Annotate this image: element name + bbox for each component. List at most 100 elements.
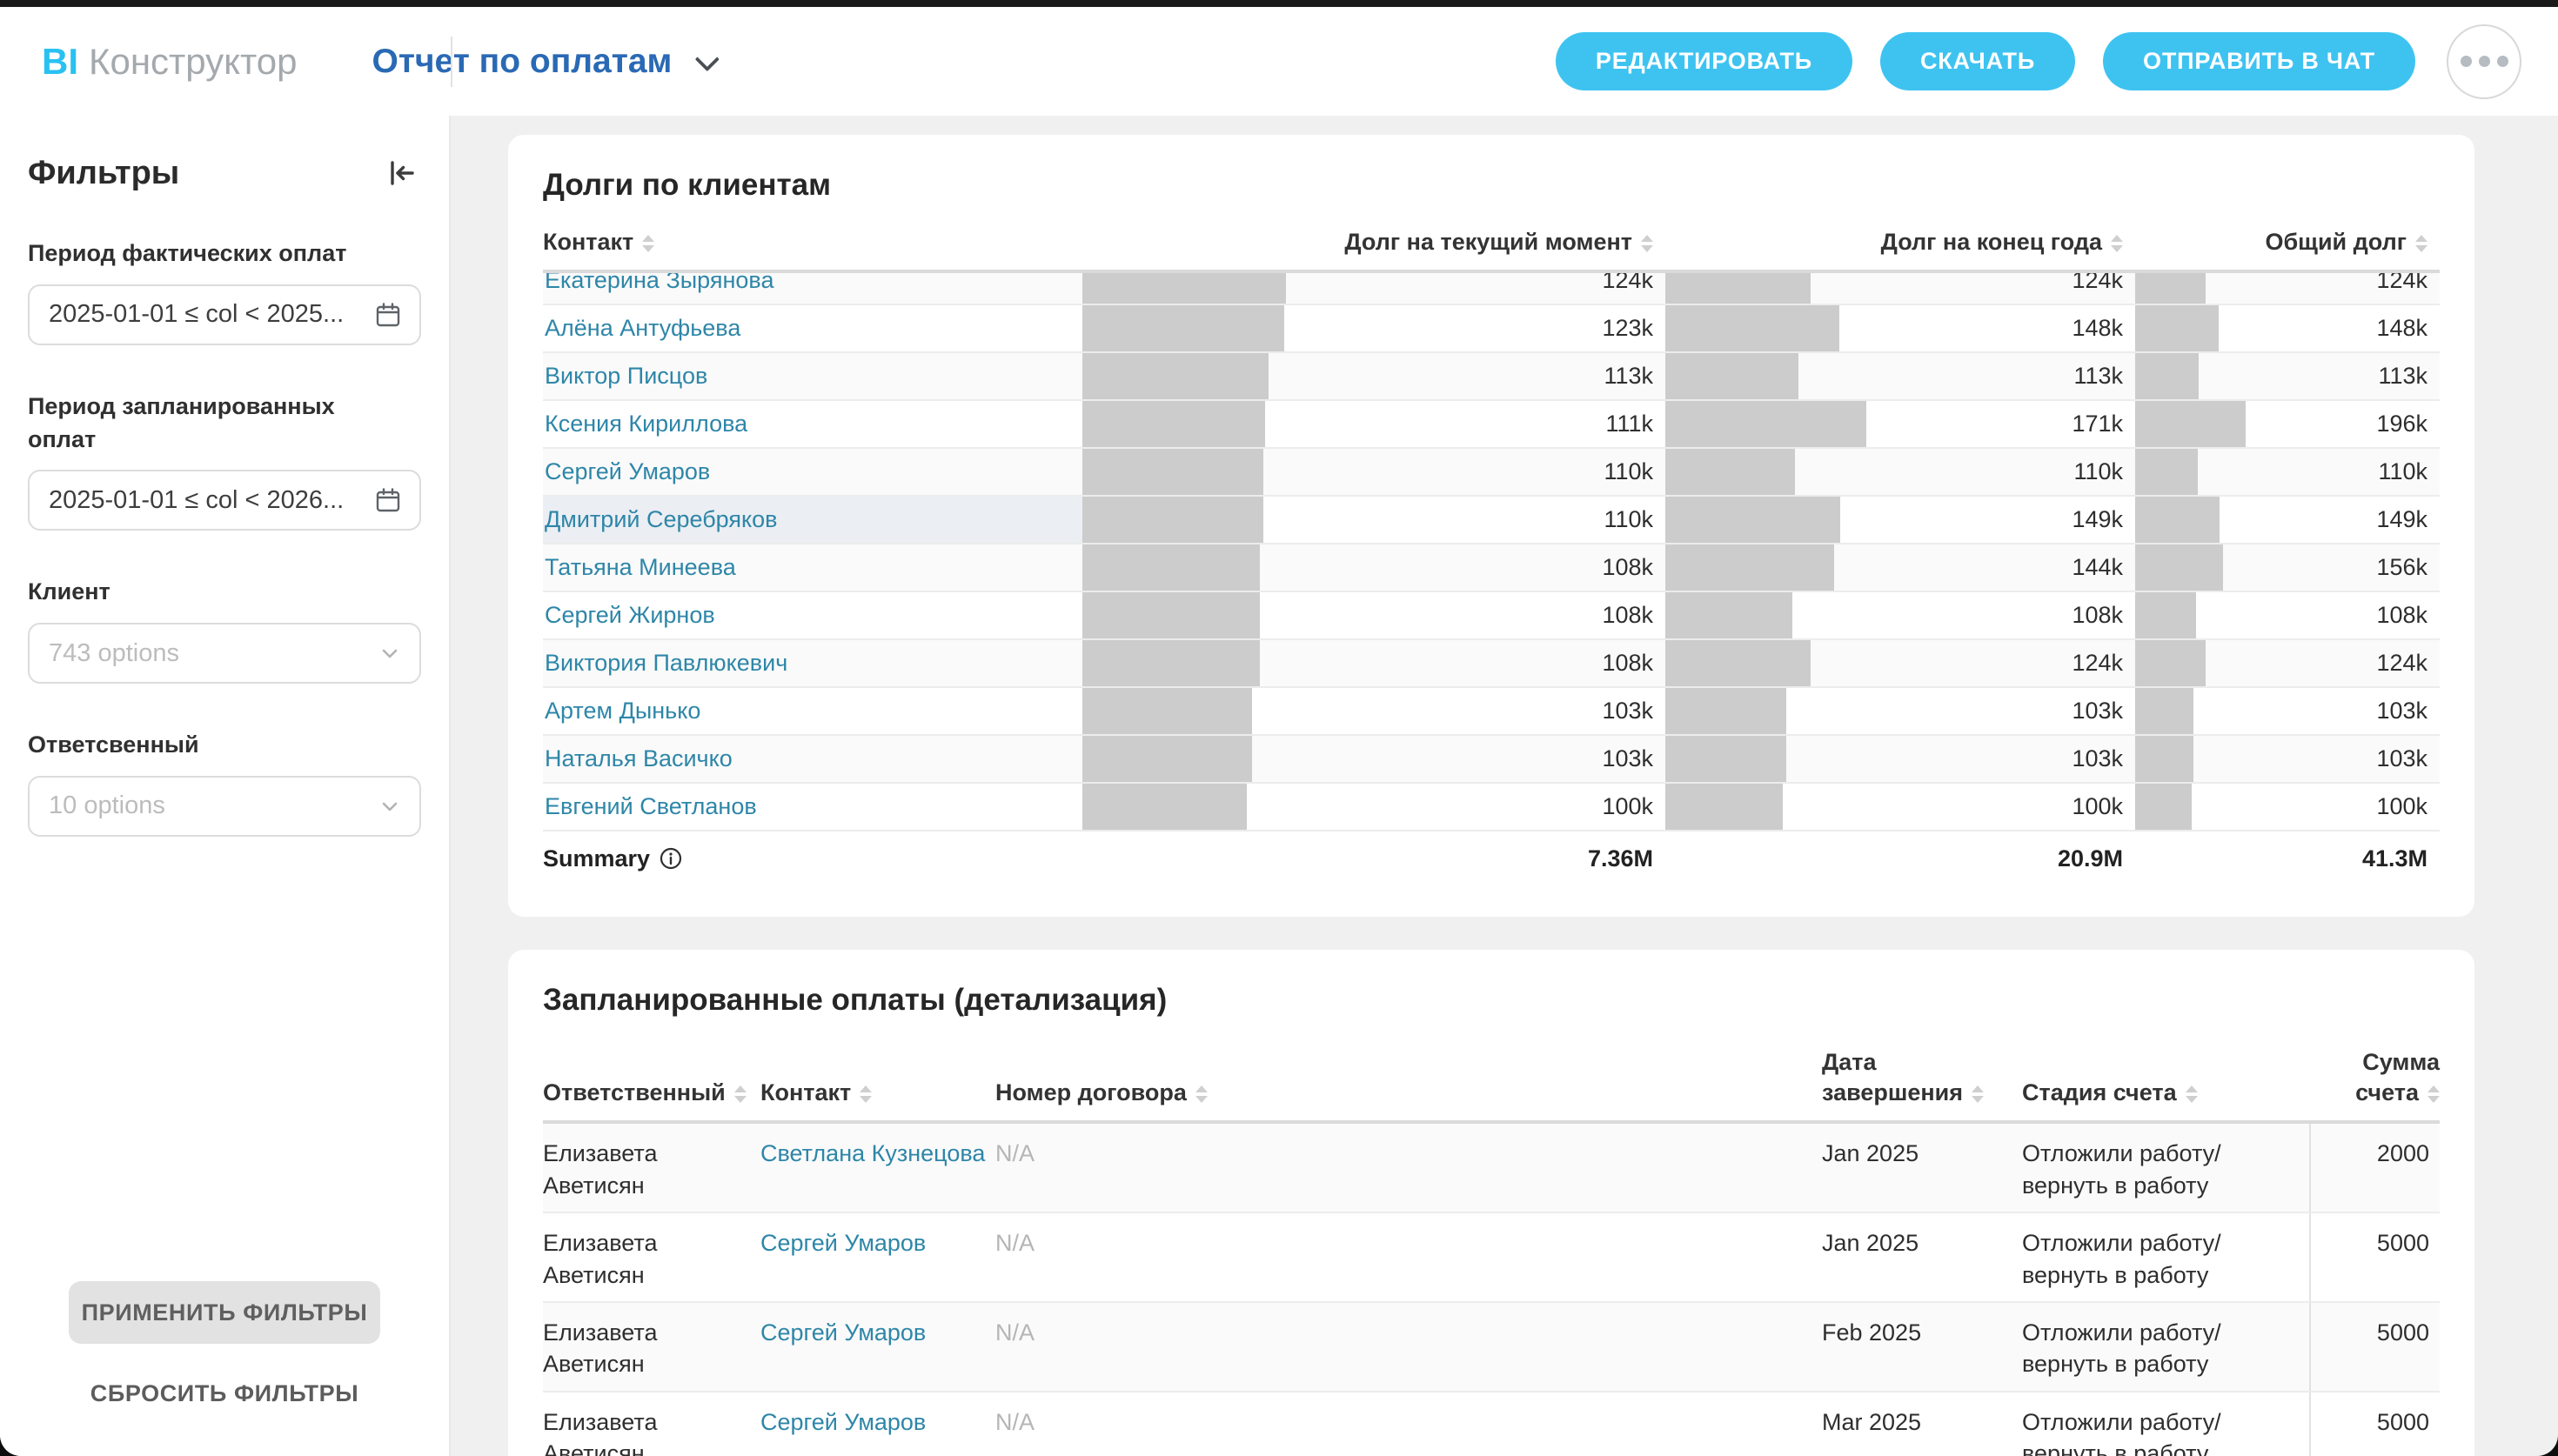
debt-bar [1082,273,1286,304]
responsible-select[interactable]: 10 options [28,775,421,837]
contact-link[interactable]: Сергей Умаров [760,1230,927,1257]
more-options-button[interactable] [2447,23,2521,99]
column-header-contract[interactable]: Номер договора [995,1078,1822,1108]
reset-filters-button[interactable]: СБРОСИТЬ ФИЛЬТРЫ [28,1380,421,1407]
client-link[interactable]: Виктор Писцов [545,363,708,389]
contact-link[interactable]: Светлана Кузнецова [760,1140,986,1167]
column-header-current-debt[interactable]: Долг на текущий момент [1082,229,1665,256]
total-debt-cell: 156k [2135,544,2440,591]
table-row[interactable]: Елизавета Аветисян Сергей Умаров N/A Feb… [543,1302,2440,1393]
planned-table-header: Ответственный Контакт Номер договора Дат… [543,1047,2440,1125]
debt-bar [2135,544,2223,591]
client-link[interactable]: Екатерина Зырянова [545,273,774,293]
total-debt-cell: 113k [2135,353,2440,399]
client-link[interactable]: Артем Дынько [545,698,701,724]
client-select[interactable]: 743 options [28,623,421,685]
column-header-end-date[interactable]: Дата завершения [1822,1047,2022,1108]
plan-period-field[interactable] [28,470,421,531]
current-debt-cell: 100k [1082,784,1665,830]
collapse-sidebar-button[interactable] [383,154,421,192]
contact-cell: Сергей Умаров [760,1303,995,1391]
contact-link[interactable]: Сергей Умаров [760,1408,927,1435]
client-link[interactable]: Ксения Кириллова [545,411,748,437]
column-header-contact[interactable]: Контакт [543,229,1082,256]
client-link[interactable]: Дмитрий Серебряков [545,506,778,532]
table-row[interactable]: Татьяна Минеева 108k 144k 156k [543,544,2440,592]
yearend-debt-cell: 171k [1665,401,2135,447]
yearend-debt-cell: 148k [1665,305,2135,351]
edit-button[interactable]: РЕДАКТИРОВАТЬ [1555,32,1852,90]
column-header-responsible[interactable]: Ответственный [543,1078,760,1108]
contact-link[interactable]: Сергей Умаров [760,1319,927,1346]
yearend-debt-cell: 124k [1665,640,2135,686]
info-icon[interactable] [659,846,683,871]
current-debt-cell: 103k [1082,736,1665,782]
table-row[interactable]: Алёна Антуфьева 123k 148k 148k [543,305,2440,353]
debt-bar [1665,305,1839,351]
invoice-stage-cell: Отложили работу/вернуть в работу [2022,1319,2221,1378]
client-link[interactable]: Алёна Антуфьева [545,315,741,341]
send-to-chat-button[interactable]: ОТПРАВИТЬ В ЧАТ [2103,32,2415,90]
table-row[interactable]: Елизавета Аветисян Сергей Умаров N/A Mar… [543,1392,2440,1456]
apply-filters-button[interactable]: ПРИМЕНИТЬ ФИЛЬТРЫ [69,1281,380,1344]
responsible-cell: Елизавета Аветисян [543,1230,658,1288]
client-link[interactable]: Сергей Умаров [545,458,711,484]
table-row[interactable]: Евгений Светланов 100k 100k 100k [543,784,2440,832]
table-row[interactable]: Сергей Жирнов 108k 108k 108k [543,592,2440,640]
sort-icon [2111,234,2123,252]
column-header-invoice-amount[interactable]: Сумма счета [2355,1049,2440,1106]
table-row[interactable]: Ксения Кириллова 111k 171k 196k [543,401,2440,449]
table-row[interactable]: Елизавета Аветисян Сергей Умаров N/A Jan… [543,1213,2440,1303]
debt-bar [1082,736,1252,782]
calendar-icon [376,488,400,512]
table-row[interactable]: Сергей Умаров 110k 110k 110k [543,449,2440,497]
report-canvas: Долги по клиентам Контакт Долг на текущи… [451,116,2558,1456]
plan-period-input[interactable] [49,485,360,515]
debt-bar [2135,449,2198,495]
client-link[interactable]: Евгений Светланов [545,793,757,819]
invoice-stage-cell: Отложили работу/вернуть в работу [2022,1230,2221,1288]
table-row[interactable]: Артем Дынько 103k 103k 103k [543,688,2440,736]
header-divider [451,37,452,87]
column-header-total-debt[interactable]: Общий долг [2135,229,2440,256]
fact-period-input[interactable] [49,300,360,330]
debt-bar [1082,497,1263,543]
sort-icon [2415,234,2427,252]
table-row[interactable]: Наталья Васичко 103k 103k 103k [543,736,2440,784]
column-header-yearend-debt[interactable]: Долг на конец года [1665,229,2135,256]
current-debt-cell: 111k [1082,401,1665,447]
column-header-contact[interactable]: Контакт [760,1078,995,1108]
responsible-cell: Елизавета Аветисян [543,1319,658,1378]
download-button[interactable]: СКАЧАТЬ [1879,32,2076,90]
fact-period-label: Период фактических оплат [28,240,347,266]
client-link[interactable]: Наталья Васичко [545,745,733,771]
contact-cell: Виктория Павлюкевич [543,640,1082,686]
total-debt-cell: 100k [2135,784,2440,830]
table-row[interactable]: Дмитрий Серебряков 110k 149k 149k [543,497,2440,544]
table-row[interactable]: Виктор Писцов 113k 113k 113k [543,353,2440,401]
sort-icon [1195,1085,1208,1103]
client-link[interactable]: Виктория Павлюкевич [545,650,788,676]
contact-cell: Сергей Умаров [543,449,1082,495]
table-row[interactable]: Елизавета Аветисян Светлана Кузнецова N/… [543,1124,2440,1214]
debt-bar [1665,688,1786,734]
debts-summary-row: Summary 7.36M 20.9M 41.3M [543,832,2440,885]
calendar-icon [376,303,400,326]
debt-bar [2135,353,2199,399]
column-header-invoice-stage[interactable]: Стадия счета [2022,1078,2309,1108]
debt-bar [2135,736,2193,782]
client-link[interactable]: Татьяна Минеева [545,554,736,580]
client-link[interactable]: Сергей Жирнов [545,602,715,628]
summary-label: Summary [543,845,651,872]
table-row[interactable]: Екатерина Зырянова 124k 124k 124k [543,273,2440,305]
table-row[interactable]: Виктория Павлюкевич 108k 124k 124k [543,640,2440,688]
header-actions: РЕДАКТИРОВАТЬ СКАЧАТЬ ОТПРАВИТЬ В ЧАТ [1555,23,2521,99]
logo-bi: BI [42,40,78,82]
invoice-stage-cell: Отложили работу/вернуть в работу [2022,1140,2221,1199]
fact-period-field[interactable] [28,284,421,345]
contract-number-cell: N/A [995,1230,1035,1257]
report-title-dropdown[interactable]: Отчет по оплатам [372,43,720,81]
current-debt-cell: 113k [1082,353,1665,399]
debt-bar [1082,353,1269,399]
